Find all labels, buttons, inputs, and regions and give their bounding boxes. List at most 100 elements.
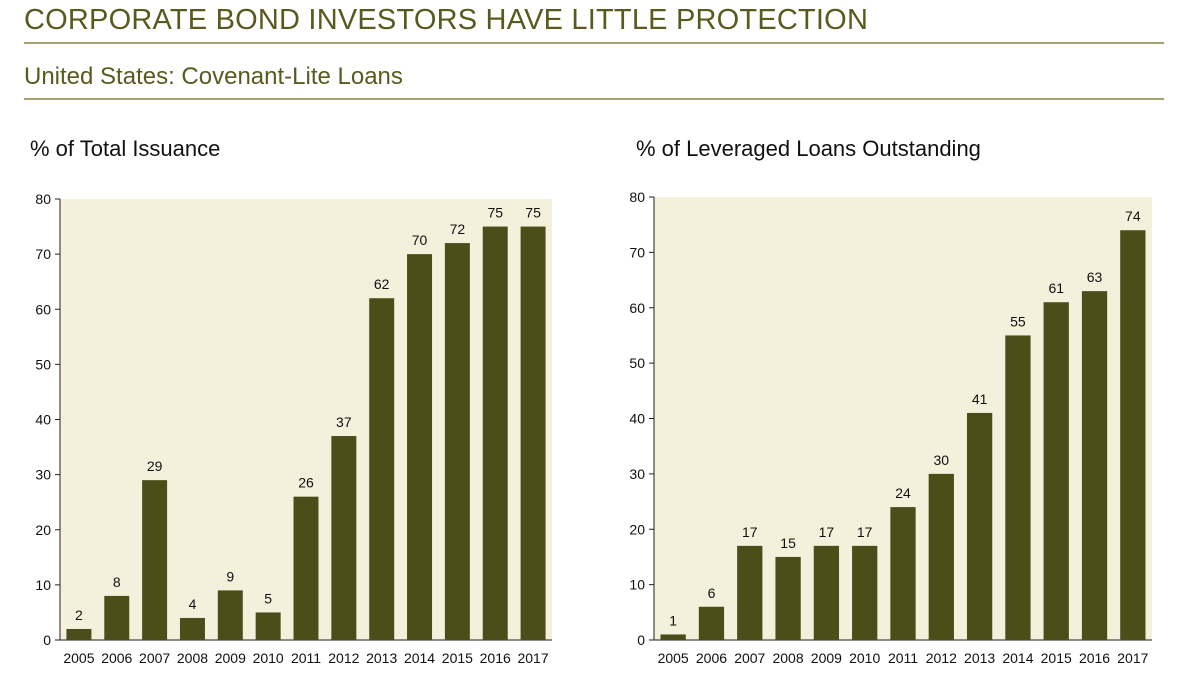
chart-0-data-label: 29 [147,458,163,474]
chart-0-y-tick-label: 80 [35,191,51,207]
chart-1-data-label: 41 [972,391,988,407]
chart-1-data-label: 15 [780,535,796,551]
chart-0-x-tick-label: 2011 [291,650,321,666]
charts-area: % of Total Issuance010203040506070802200… [30,136,1152,666]
chart-1-bar-2008 [775,556,801,640]
chart-1-x-tick-label: 2005 [658,650,689,666]
chart-1-x-tick-label: 2009 [811,650,842,666]
chart-0-data-label: 72 [450,221,466,237]
chart-0-y-tick-label: 50 [35,356,51,372]
chart-1-data-label: 17 [819,524,835,540]
chart-0-y-tick-label: 70 [35,246,51,262]
chart-0-bar-2008 [179,617,205,640]
chart-1-y-tick-label: 40 [629,411,645,427]
chart-1-bar-2016 [1081,291,1108,640]
chart-1-bar-2006 [698,606,725,640]
chart-1-data-label: 17 [857,524,873,540]
chart-1-x-tick-label: 2008 [772,650,803,666]
chart-0-y-tick-label: 40 [35,412,51,428]
chart-1-y-tick-label: 30 [629,466,645,482]
chart-1-x-tick-label: 2017 [1117,650,1148,666]
chart-1-bar-2013 [966,412,993,640]
chart-0-data-label: 62 [374,276,390,292]
chart-0-y-tick-label: 60 [35,301,51,317]
page-title: CORPORATE BOND INVESTORS HAVE LITTLE PRO… [24,4,869,36]
chart-1-data-label: 17 [742,524,758,540]
chart-1-bar-2009 [813,545,840,640]
chart-1-y-tick-label: 80 [629,189,645,205]
chart-0-bar-2014 [407,254,433,640]
chart-0-y-tick-label: 10 [35,577,51,593]
subtitle-divider [24,98,1164,100]
chart-1-y-tick-label: 60 [629,300,645,316]
chart-1-x-tick-label: 2006 [696,650,727,666]
chart-0-y-tick-label: 30 [35,467,51,483]
chart-1-data-label: 74 [1125,208,1141,224]
chart-1-x-tick-label: 2014 [1002,650,1033,666]
chart-0-x-tick-label: 2005 [63,650,94,666]
chart-0-bar-2009 [217,590,243,640]
chart-1-x-tick-label: 2010 [849,650,880,666]
chart-1-title: % of Leveraged Loans Outstanding [636,136,981,161]
chart-0-data-label: 70 [412,232,428,248]
chart-0-x-tick-label: 2009 [215,650,246,666]
chart-0-x-tick-label: 2012 [328,650,359,666]
chart-1-bar-2012 [928,473,954,640]
chart-1-data-label: 61 [1048,280,1064,296]
chart-1-x-tick-label: 2016 [1079,650,1110,666]
chart-1-y-tick-label: 70 [629,244,645,260]
chart-1-y-tick-label: 50 [629,355,645,371]
chart-1-bar-2017 [1120,230,1146,640]
chart-0-bar-2006 [104,595,130,640]
chart-0-bar-2011 [293,496,319,640]
chart-1-data-label: 63 [1087,269,1103,285]
chart-0-bar-2016 [482,226,508,640]
chart-0-title: % of Total Issuance [30,136,220,161]
chart-0-data-label: 8 [113,574,121,590]
chart-1-x-tick-label: 2013 [964,650,995,666]
page-subtitle: United States: Covenant-Lite Loans [24,63,403,90]
chart-0-x-tick-label: 2017 [517,650,548,666]
chart-1-bar-2007 [737,545,763,640]
chart-0-data-label: 75 [525,205,541,221]
chart-0-data-label: 75 [487,205,503,221]
chart-1-bar-2010 [852,545,878,640]
chart-1-data-label: 55 [1010,313,1026,329]
chart-1-y-tick-label: 10 [629,577,645,593]
chart-0-data-label: 37 [336,414,352,430]
chart-1-data-label: 24 [895,485,911,501]
chart-0-data-label: 9 [226,568,234,584]
chart-0-bar-2013 [369,298,395,640]
chart-0-x-tick-label: 2014 [404,650,435,666]
chart-0-bar-2007 [142,480,168,640]
chart-0-y-tick-label: 0 [43,632,51,648]
chart-1-x-tick-label: 2007 [734,650,765,666]
chart-1-y-tick-label: 0 [637,632,645,648]
chart-0-bar-2012 [331,436,357,640]
chart-1-bar-2014 [1005,335,1031,640]
chart-0-data-label: 5 [264,590,272,606]
chart-0-y-tick-label: 20 [35,522,51,538]
chart-1-data-label: 6 [708,585,716,601]
title-divider [24,42,1164,44]
chart-0-x-tick-label: 2006 [101,650,132,666]
chart-0-x-tick-label: 2013 [366,650,397,666]
chart-1-bar-2005 [660,634,686,640]
chart-0-data-label: 2 [75,607,83,623]
chart-1-x-tick-label: 2015 [1041,650,1072,666]
chart-1-data-label: 30 [934,452,950,468]
chart-0-x-tick-label: 2015 [442,650,473,666]
chart-0-x-tick-label: 2016 [480,650,511,666]
chart-0-bar-2010 [255,612,281,640]
chart-0-x-tick-label: 2007 [139,650,170,666]
chart-1-bar-2015 [1043,302,1069,640]
chart-1-y-tick-label: 20 [629,521,645,537]
chart-0-bar-2005 [66,628,92,640]
chart-0-bar-2017 [520,226,546,640]
chart-0-x-tick-label: 2008 [177,650,208,666]
chart-0-data-label: 26 [298,475,314,491]
chart-1-data-label: 1 [669,612,677,628]
chart-1-bar-2011 [890,507,916,640]
chart-0-data-label: 4 [189,596,197,612]
chart-0-x-tick-label: 2010 [253,650,284,666]
